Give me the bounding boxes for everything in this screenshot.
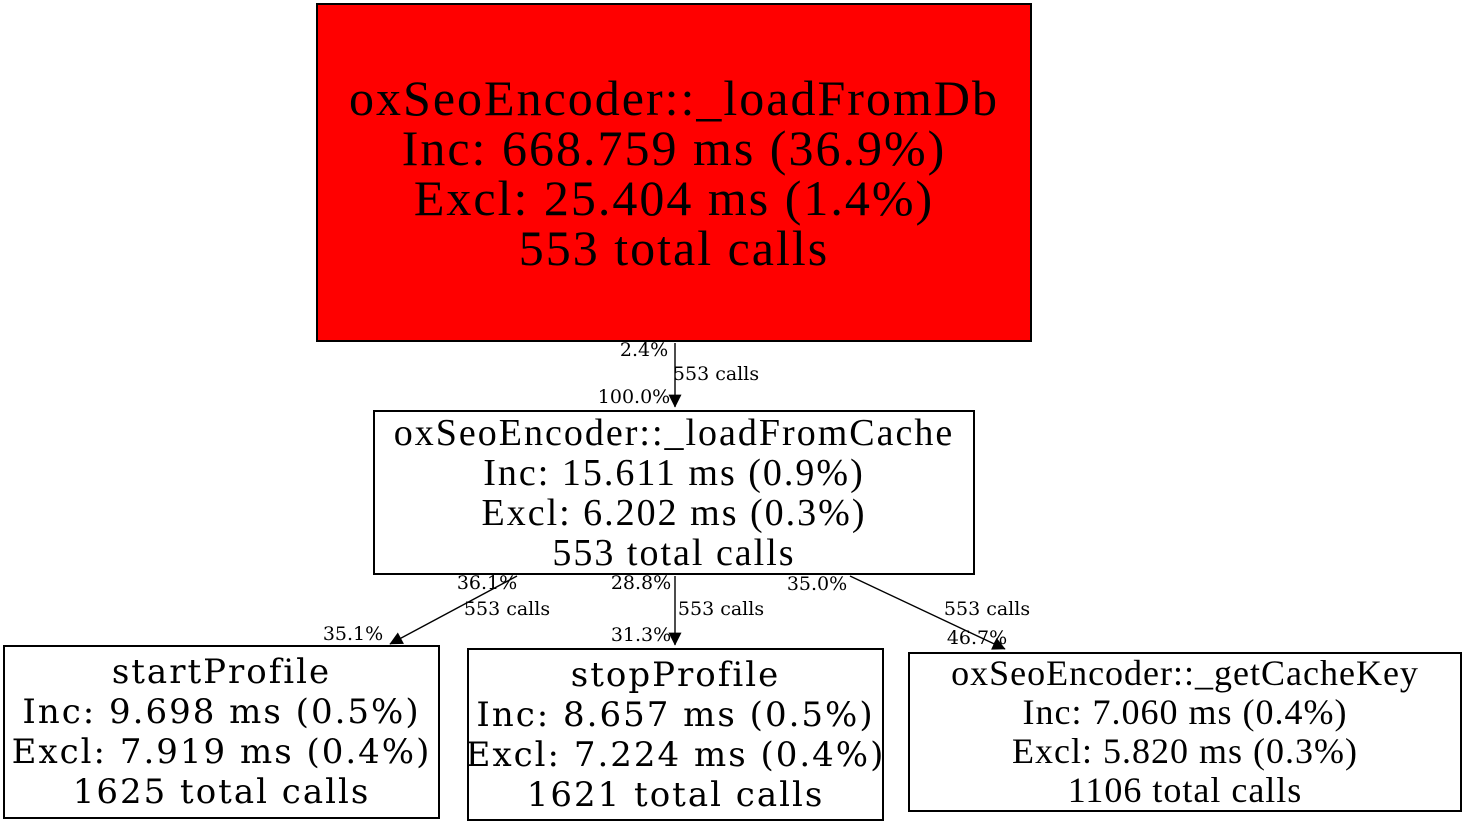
node-total-calls: 1621 total calls: [526, 774, 825, 815]
node-exclusive-time: Excl: 6.202 ms (0.3%): [481, 491, 867, 534]
node-title: startProfile: [111, 652, 332, 692]
edge-source-percent-label: 36.1%: [456, 572, 518, 594]
edge-source-percent-label: 28.8%: [610, 572, 672, 594]
edge-calls-label: 553 calls: [463, 598, 551, 620]
node-title: oxSeoEncoder::_loadFromDb: [349, 69, 999, 126]
edge-target-percent-label: 100.0%: [597, 386, 671, 408]
node-inclusive-time: Inc: 9.698 ms (0.5%): [22, 692, 421, 732]
node-title: oxSeoEncoder::_getCacheKey: [951, 653, 1419, 693]
node-exclusive-time: Excl: 7.224 ms (0.4%): [465, 734, 886, 775]
node-total-calls: 1625 total calls: [72, 772, 371, 812]
node-title: stopProfile: [570, 654, 781, 695]
edge-calls-label: 553 calls: [672, 363, 760, 385]
edge-target-percent-label: 46.7%: [946, 627, 1008, 649]
node-inclusive-time: Inc: 7.060 ms (0.4%): [1022, 692, 1348, 732]
edge-calls-label: 553 calls: [943, 598, 1031, 620]
node-load-from-db: oxSeoEncoder::_loadFromDb Inc: 668.759 m…: [316, 3, 1032, 342]
node-exclusive-time: Excl: 7.919 ms (0.4%): [11, 732, 432, 772]
node-exclusive-time: Excl: 5.820 ms (0.3%): [1012, 731, 1358, 771]
node-total-calls: 553 total calls: [518, 219, 830, 276]
edge-target-percent-label: 31.3%: [610, 624, 672, 646]
node-total-calls: 1106 total calls: [1067, 770, 1303, 810]
node-start-profile: startProfile Inc: 9.698 ms (0.5%) Excl: …: [3, 645, 440, 819]
node-inclusive-time: Inc: 8.657 ms (0.5%): [476, 694, 875, 735]
node-title: oxSeoEncoder::_loadFromCache: [393, 411, 955, 454]
edge-source-percent-label: 2.4%: [619, 339, 669, 361]
edge-calls-label: 553 calls: [677, 598, 765, 620]
edge-target-percent-label: 35.1%: [322, 623, 384, 645]
node-load-from-cache: oxSeoEncoder::_loadFromCache Inc: 15.611…: [373, 410, 975, 575]
edge-loadfromcache-to-startprofile: [389, 575, 518, 645]
node-get-cache-key: oxSeoEncoder::_getCacheKey Inc: 7.060 ms…: [908, 652, 1462, 812]
node-exclusive-time: Excl: 25.404 ms (1.4%): [413, 169, 935, 226]
node-stop-profile: stopProfile Inc: 8.657 ms (0.5%) Excl: 7…: [465, 648, 886, 821]
edge-source-percent-label: 35.0%: [786, 573, 848, 595]
edge-loadfromcache-to-getcachekey: [849, 575, 1006, 650]
node-total-calls: 553 total calls: [552, 531, 796, 574]
node-inclusive-time: Inc: 668.759 ms (36.9%): [401, 119, 947, 176]
node-inclusive-time: Inc: 15.611 ms (0.9%): [483, 451, 865, 494]
